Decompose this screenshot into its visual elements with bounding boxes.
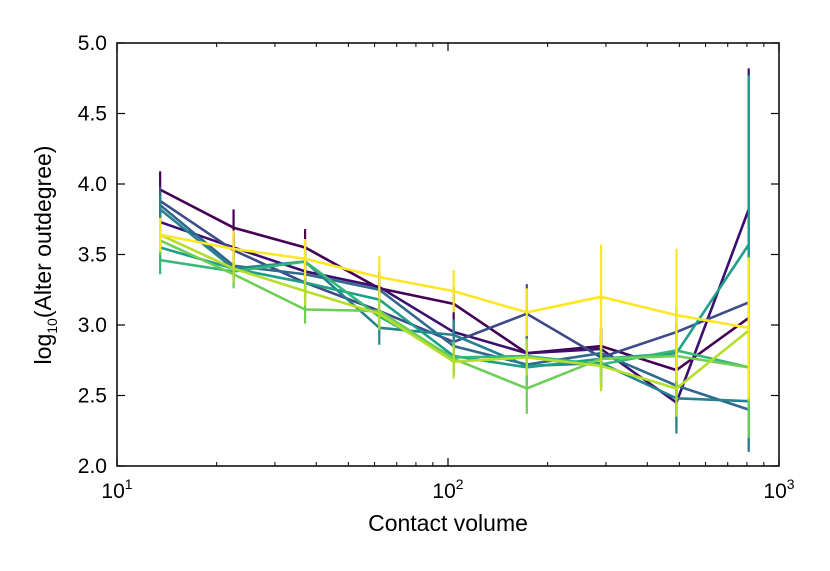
x-tick-label: 102	[432, 476, 463, 503]
series-layer	[159, 68, 750, 452]
x-axis-label: Contact volume	[368, 510, 528, 536]
x-tick-label: 101	[101, 476, 132, 503]
series-line	[159, 233, 750, 390]
y-tick-label: 3.0	[78, 314, 107, 337]
series-10	[159, 217, 750, 399]
series-line	[159, 233, 749, 330]
y-tick-label: 3.5	[78, 244, 107, 267]
y-tick-label: 4.0	[78, 173, 107, 196]
y-tick-label: 2.5	[78, 385, 107, 408]
y-tick-label: 2.0	[78, 455, 107, 478]
series-line	[159, 208, 749, 403]
y-tick-labels: 2.0 2.5 3.0 3.5 4.0 4.5 5.0	[78, 32, 107, 478]
y-tick-label: 5.0	[78, 32, 107, 55]
y-tick-label: 4.5	[78, 103, 107, 126]
x-tick-labels: 101 102 103	[101, 476, 794, 503]
x-tick-label: 103	[763, 476, 794, 503]
y-axis-label: log10(Alter outdegree)	[30, 146, 60, 365]
plot-frame	[116, 42, 780, 467]
